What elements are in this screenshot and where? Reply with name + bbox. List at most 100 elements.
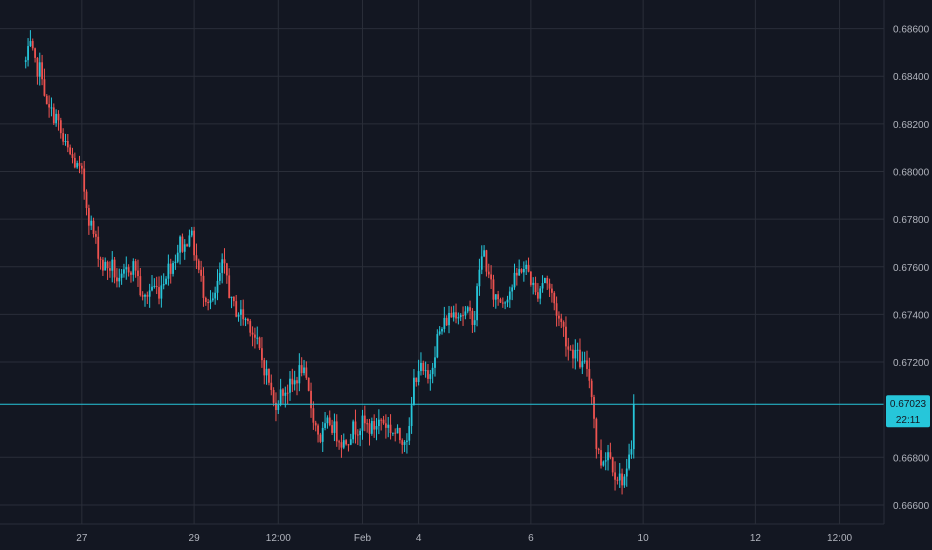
- candle-body[interactable]: [429, 374, 432, 379]
- candle-body[interactable]: [181, 236, 184, 252]
- candle-body[interactable]: [483, 250, 485, 257]
- candle-body[interactable]: [375, 426, 378, 430]
- candle-body[interactable]: [452, 312, 455, 318]
- candle-body[interactable]: [462, 315, 464, 317]
- candle-body[interactable]: [387, 424, 390, 428]
- candle-body[interactable]: [572, 349, 574, 359]
- candle-body[interactable]: [441, 328, 443, 332]
- candle-body[interactable]: [146, 294, 149, 297]
- candle-body[interactable]: [401, 440, 404, 445]
- candle-body[interactable]: [476, 286, 478, 321]
- candle-body[interactable]: [513, 272, 516, 288]
- candle-body[interactable]: [99, 258, 102, 260]
- candle-body[interactable]: [625, 468, 628, 477]
- candle-body[interactable]: [162, 283, 165, 286]
- candle-body[interactable]: [101, 259, 104, 271]
- candle-body[interactable]: [553, 292, 556, 304]
- candle-body[interactable]: [209, 300, 212, 303]
- candle-body[interactable]: [352, 421, 355, 440]
- candle-body[interactable]: [628, 454, 630, 469]
- candle-body[interactable]: [623, 476, 626, 486]
- candle-body[interactable]: [195, 255, 198, 261]
- candle-body[interactable]: [602, 461, 605, 466]
- candle-body[interactable]: [193, 230, 196, 256]
- candle-body[interactable]: [342, 440, 345, 448]
- candle-body[interactable]: [466, 307, 469, 312]
- candle-body[interactable]: [239, 309, 242, 315]
- candle-body[interactable]: [361, 415, 364, 431]
- candle-body[interactable]: [291, 378, 294, 385]
- candle-body[interactable]: [62, 133, 65, 142]
- candle-body[interactable]: [73, 157, 76, 168]
- candle-body[interactable]: [321, 427, 324, 442]
- candle-body[interactable]: [188, 235, 191, 247]
- candle-body[interactable]: [349, 439, 352, 445]
- candle-body[interactable]: [558, 315, 560, 319]
- candle-body[interactable]: [242, 309, 245, 320]
- candle-body[interactable]: [256, 337, 259, 339]
- candle-body[interactable]: [457, 317, 460, 319]
- candle-body[interactable]: [109, 268, 111, 271]
- candle-body[interactable]: [251, 332, 254, 335]
- candle-body[interactable]: [106, 261, 109, 269]
- candle-body[interactable]: [221, 259, 224, 273]
- candle-body[interactable]: [211, 298, 214, 301]
- candle-body[interactable]: [111, 259, 114, 271]
- candle-body[interactable]: [380, 419, 383, 421]
- candle-body[interactable]: [611, 457, 614, 473]
- candle-body[interactable]: [94, 234, 97, 237]
- candle-body[interactable]: [520, 269, 523, 273]
- candle-body[interactable]: [391, 432, 394, 434]
- candle-body[interactable]: [43, 79, 46, 96]
- candle-body[interactable]: [632, 404, 635, 450]
- candle-body[interactable]: [396, 427, 399, 434]
- candle-body[interactable]: [24, 60, 27, 62]
- candle-body[interactable]: [200, 269, 203, 276]
- candle-body[interactable]: [471, 310, 474, 325]
- candle-body[interactable]: [125, 267, 128, 270]
- candle-body[interactable]: [249, 321, 252, 333]
- candle-body[interactable]: [148, 290, 151, 297]
- candle-body[interactable]: [417, 371, 420, 383]
- candle-body[interactable]: [494, 294, 497, 300]
- candle-body[interactable]: [167, 263, 170, 279]
- candle-body[interactable]: [261, 348, 263, 361]
- candle-body[interactable]: [473, 320, 476, 325]
- candle-body[interactable]: [532, 282, 535, 285]
- candle-body[interactable]: [55, 113, 58, 124]
- candle-body[interactable]: [443, 317, 446, 329]
- candle-body[interactable]: [36, 57, 39, 77]
- candle-body[interactable]: [384, 423, 387, 428]
- candle-body[interactable]: [307, 377, 310, 391]
- candle-body[interactable]: [551, 288, 553, 293]
- candle-body[interactable]: [207, 302, 210, 304]
- candle-body[interactable]: [83, 168, 86, 192]
- candle-body[interactable]: [289, 378, 291, 393]
- candle-body[interactable]: [340, 442, 343, 448]
- candle-body[interactable]: [263, 360, 266, 376]
- candle-body[interactable]: [116, 277, 118, 282]
- candle-body[interactable]: [574, 350, 577, 359]
- candle-body[interactable]: [569, 349, 572, 351]
- candle-body[interactable]: [548, 283, 551, 289]
- candle-body[interactable]: [534, 282, 537, 293]
- candle-body[interactable]: [583, 360, 586, 362]
- candle-body[interactable]: [317, 425, 319, 435]
- candle-body[interactable]: [160, 285, 163, 299]
- candle-body[interactable]: [490, 274, 493, 280]
- candle-body[interactable]: [600, 450, 602, 466]
- candle-body[interactable]: [29, 41, 32, 47]
- candle-body[interactable]: [331, 425, 333, 433]
- candle-body[interactable]: [436, 334, 439, 358]
- candle-body[interactable]: [186, 244, 188, 247]
- candle-body[interactable]: [328, 417, 331, 426]
- candle-body[interactable]: [141, 295, 144, 297]
- candle-body[interactable]: [431, 367, 434, 375]
- candle-body[interactable]: [176, 252, 179, 262]
- candle-body[interactable]: [246, 318, 249, 322]
- candle-body[interactable]: [305, 367, 308, 378]
- candle-body[interactable]: [450, 312, 453, 318]
- candle-body[interactable]: [235, 301, 238, 317]
- candle-body[interactable]: [69, 147, 72, 155]
- candle-body[interactable]: [48, 104, 51, 108]
